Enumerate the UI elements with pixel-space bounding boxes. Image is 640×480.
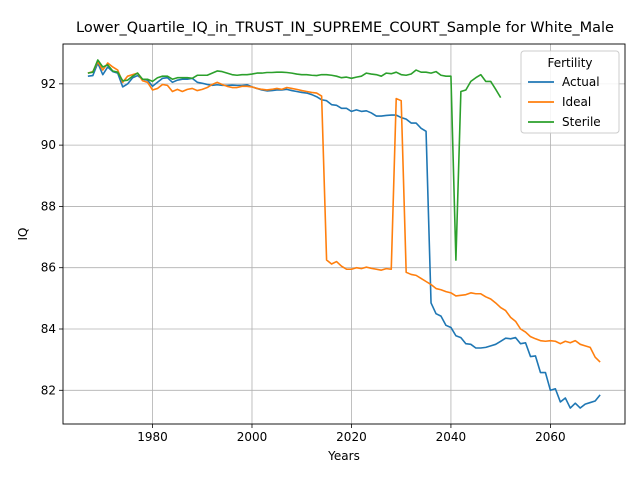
x-tick-label: 1980 bbox=[137, 430, 168, 444]
plot-frame bbox=[62, 43, 626, 425]
axis-ticks: 1980 2000 2020 2040 2060 82 84 86 88 90 92 bbox=[41, 77, 566, 444]
legend-entry-sterile: Sterile bbox=[528, 115, 601, 129]
x-tick-label: 2040 bbox=[436, 430, 467, 444]
y-tick-label: 82 bbox=[41, 383, 56, 397]
legend-entry-ideal: Ideal bbox=[528, 95, 591, 109]
y-tick-label: 86 bbox=[41, 261, 56, 275]
legend-box bbox=[520, 50, 620, 134]
legend-label: Actual bbox=[562, 75, 600, 89]
series-line-actual bbox=[87, 62, 601, 409]
x-tick-label: 2060 bbox=[535, 430, 566, 444]
legend-entry-actual: Actual bbox=[528, 75, 600, 89]
legend-label: Sterile bbox=[562, 115, 601, 129]
legend: Fertility Actual Ideal Sterile bbox=[520, 50, 620, 134]
y-tick-label: 88 bbox=[41, 199, 56, 213]
y-tick-label: 92 bbox=[41, 77, 56, 91]
legend-entries: Actual Ideal Sterile bbox=[528, 75, 601, 129]
legend-label: Ideal bbox=[562, 95, 591, 109]
y-tick-label: 84 bbox=[41, 322, 56, 336]
chart-title: Lower_Quartile_IQ_in_TRUST_IN_SUPREME_CO… bbox=[76, 20, 614, 36]
series-line-sterile bbox=[87, 59, 502, 261]
series-lines bbox=[87, 59, 601, 409]
x-tick-label: 2020 bbox=[336, 430, 367, 444]
x-tick-label: 2000 bbox=[237, 430, 268, 444]
y-axis-label: IQ bbox=[16, 228, 30, 241]
series-line-ideal bbox=[87, 60, 601, 363]
legend-title: Fertility bbox=[547, 56, 592, 70]
x-axis-label: Years bbox=[327, 449, 360, 463]
y-tick-label: 90 bbox=[41, 138, 56, 152]
